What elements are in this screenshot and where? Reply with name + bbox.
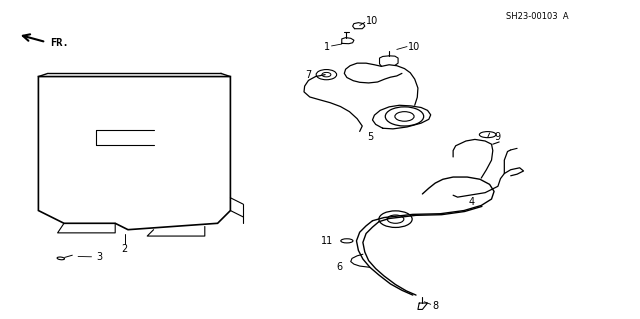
Text: FR.: FR. (50, 38, 68, 48)
Text: 3: 3 (96, 252, 102, 262)
Text: SH23-00103  A: SH23-00103 A (506, 12, 569, 21)
Text: 8: 8 (432, 301, 438, 311)
Text: 7: 7 (305, 70, 312, 80)
Text: 9: 9 (495, 131, 501, 142)
Text: 6: 6 (336, 262, 342, 272)
Text: 1: 1 (324, 42, 330, 52)
Text: 2: 2 (122, 244, 128, 254)
Text: 10: 10 (408, 42, 420, 52)
Text: 10: 10 (366, 16, 378, 26)
Text: 4: 4 (468, 197, 475, 207)
Text: 5: 5 (367, 131, 373, 142)
Text: 11: 11 (321, 236, 333, 247)
